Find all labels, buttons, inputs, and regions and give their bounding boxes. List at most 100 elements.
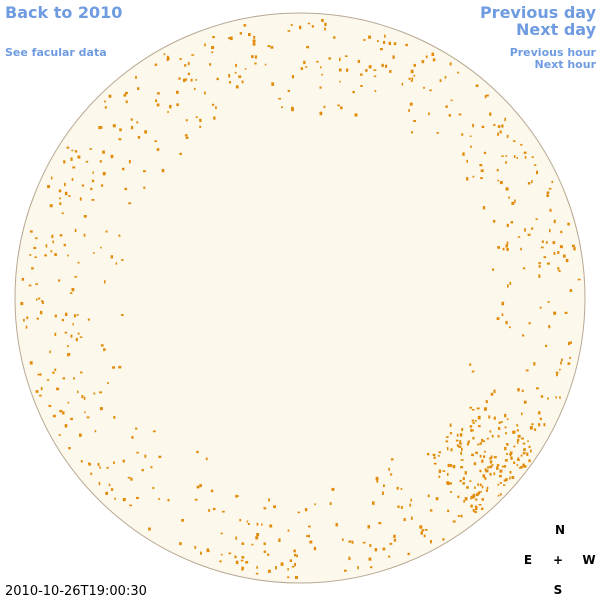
facula: [256, 522, 259, 526]
facula: [179, 58, 182, 60]
facula: [130, 118, 133, 121]
facular-link[interactable]: See facular data: [5, 46, 107, 59]
facula: [447, 463, 450, 468]
facula: [472, 422, 475, 424]
facula: [413, 63, 416, 67]
facula: [516, 157, 518, 159]
facula: [61, 212, 64, 215]
facula: [555, 371, 559, 374]
facula: [521, 412, 523, 416]
facula: [458, 445, 462, 448]
facula: [64, 182, 66, 187]
facula: [448, 114, 452, 117]
facula: [421, 60, 425, 64]
facula: [480, 169, 484, 173]
facula: [413, 74, 416, 77]
facula: [35, 283, 39, 286]
facula: [506, 443, 509, 446]
facula: [29, 361, 33, 365]
facula: [518, 467, 522, 469]
facula: [505, 432, 507, 435]
facula: [531, 156, 534, 158]
facula: [481, 125, 485, 129]
facula: [389, 542, 393, 545]
facula: [256, 566, 258, 569]
previous-day-link[interactable]: Previous day: [480, 3, 597, 22]
facula: [303, 60, 306, 65]
facula: [539, 306, 542, 309]
facula: [501, 465, 505, 468]
facula: [505, 321, 508, 325]
previous-hour-link[interactable]: Previous hour: [510, 46, 597, 59]
facula: [114, 497, 116, 500]
facula: [452, 464, 456, 469]
facula: [247, 523, 250, 525]
facula: [456, 433, 459, 437]
facula: [135, 427, 138, 430]
facula: [381, 63, 384, 67]
facula: [236, 495, 239, 498]
facula: [432, 453, 436, 456]
facula: [457, 71, 460, 74]
facula: [388, 467, 390, 471]
facula: [546, 191, 550, 194]
facula: [64, 331, 68, 334]
facula: [71, 288, 75, 292]
facula: [438, 469, 442, 473]
facula: [49, 350, 51, 354]
facula: [460, 459, 464, 461]
facula: [118, 138, 122, 141]
facula: [474, 505, 478, 508]
facula: [74, 228, 77, 233]
facula: [167, 57, 170, 60]
facula: [504, 413, 507, 418]
facula: [374, 90, 377, 92]
facula: [314, 503, 316, 506]
facula: [70, 157, 73, 161]
facula: [491, 464, 494, 467]
facula: [427, 494, 430, 498]
facula: [70, 334, 73, 338]
facula: [449, 491, 453, 493]
facula: [555, 396, 557, 399]
facula: [449, 464, 452, 468]
next-hour-link[interactable]: Next hour: [535, 58, 597, 71]
facula: [222, 510, 225, 513]
facula: [77, 261, 80, 264]
facula: [255, 572, 259, 575]
facula: [475, 84, 479, 88]
facula: [287, 30, 291, 32]
facula: [35, 237, 38, 240]
facula: [482, 440, 485, 443]
facula: [384, 34, 386, 38]
back-link[interactable]: Back to 2010: [5, 3, 122, 22]
facula: [323, 105, 326, 109]
facula: [506, 248, 509, 251]
facula: [546, 193, 549, 197]
facula: [401, 82, 404, 86]
facula: [363, 39, 366, 41]
facula: [235, 63, 237, 68]
facula: [517, 434, 521, 438]
facula: [63, 160, 66, 164]
facula: [383, 40, 386, 44]
facula: [477, 415, 481, 420]
facula: [521, 437, 524, 440]
facula: [54, 332, 57, 336]
facula: [190, 78, 193, 82]
facula: [324, 27, 326, 31]
facula: [486, 437, 490, 440]
facula: [287, 529, 290, 532]
facula: [376, 479, 379, 483]
facula: [469, 135, 472, 138]
facula: [208, 509, 211, 512]
facula: [382, 491, 384, 495]
next-day-link[interactable]: Next day: [516, 20, 597, 39]
facula: [505, 478, 508, 482]
facula: [509, 453, 512, 457]
facula: [228, 74, 231, 78]
facula: [393, 42, 397, 46]
facula: [463, 500, 466, 503]
facula: [528, 322, 531, 325]
facula: [449, 62, 452, 66]
